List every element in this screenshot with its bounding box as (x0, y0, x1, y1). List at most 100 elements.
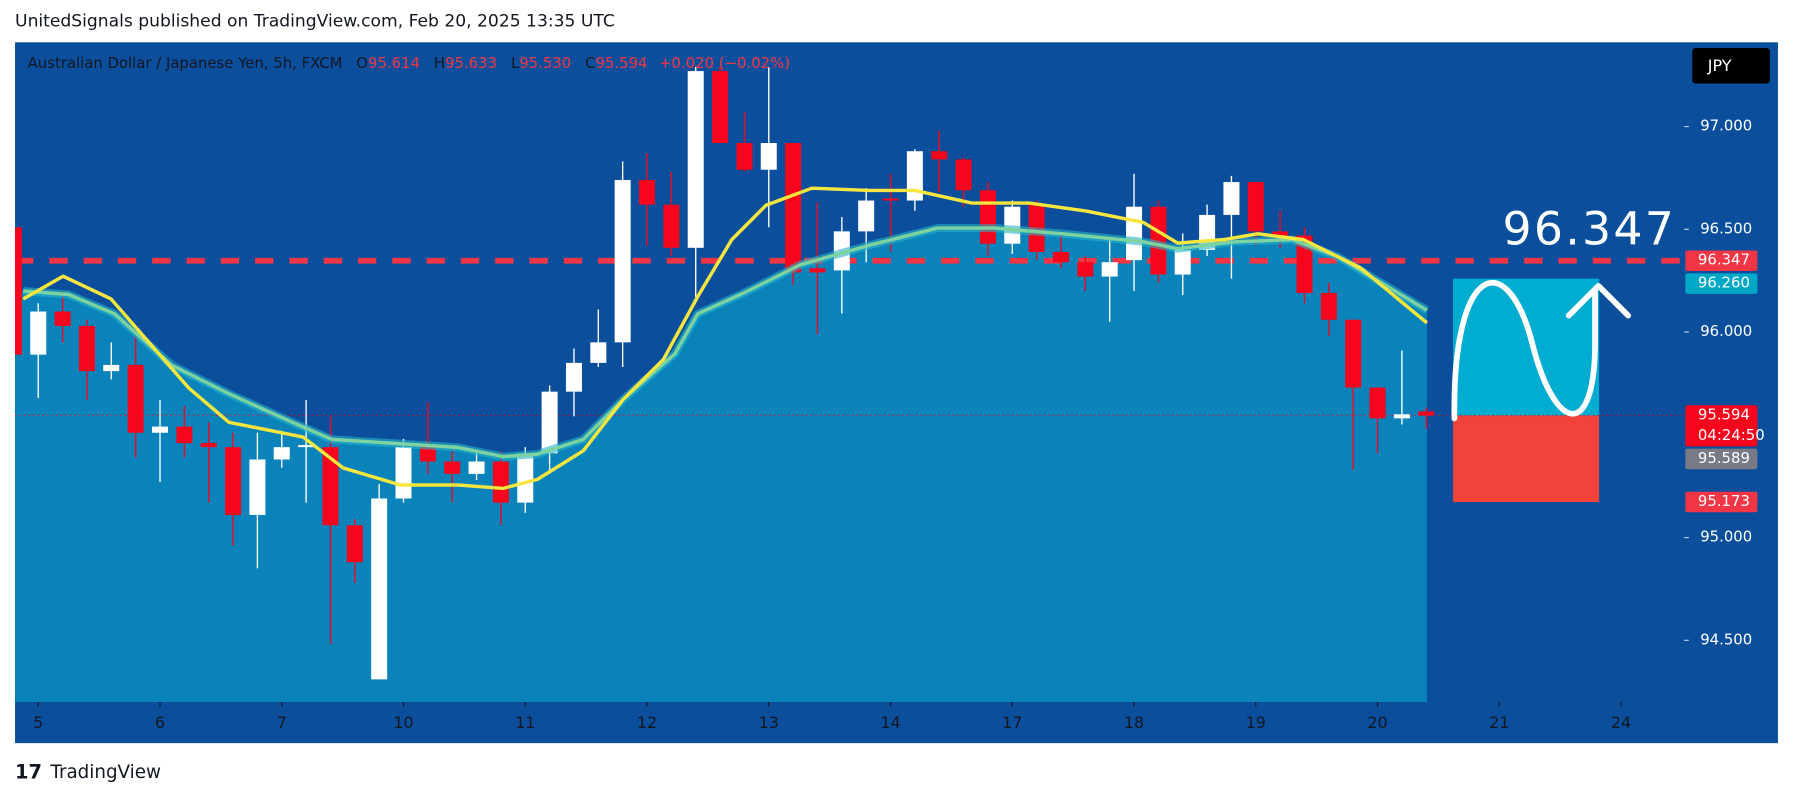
target-zone (1453, 278, 1600, 416)
x-tick-label: 5 (33, 713, 43, 732)
candle-body (541, 391, 558, 454)
candle-body (590, 342, 607, 363)
candle-body (419, 447, 436, 462)
candle-body (906, 151, 923, 201)
candle-body (1077, 262, 1094, 277)
x-tick-label: 21 (1489, 713, 1509, 732)
candle-body (151, 426, 169, 433)
ohlc-value: 95.633 (445, 54, 497, 72)
x-tick-label: 18 (1124, 713, 1144, 732)
x-tick-label: 11 (515, 713, 535, 732)
ema-line (23, 226, 1428, 459)
candle-body (127, 364, 144, 433)
footer-logo: 17 (15, 760, 42, 783)
candle-body (273, 447, 290, 460)
forecast-arrow (1451, 280, 1598, 422)
candle-body (1345, 319, 1362, 388)
footer-brand: TradingView (49, 762, 161, 783)
ohlc-value: 95.530 (519, 54, 571, 72)
price-label-box (1685, 448, 1758, 470)
candle-body (882, 198, 899, 201)
publisher-line: UnitedSignals published on TradingView.c… (15, 12, 615, 32)
x-tick-label: 14 (880, 713, 900, 732)
logo-mark: 17 (15, 760, 42, 783)
candle-body (955, 159, 972, 191)
stop-zone (1453, 415, 1600, 503)
candle-body (1247, 182, 1264, 232)
candle-body (979, 190, 996, 244)
countdown: 04:24:50 (1698, 426, 1765, 444)
candle-body (54, 311, 71, 326)
candle-body (736, 142, 753, 170)
ohlc-value: 95.594 (595, 54, 647, 72)
candle-body (298, 445, 315, 448)
candle-body (1150, 206, 1167, 275)
candle-body (517, 453, 534, 503)
candle-body (565, 362, 582, 392)
candle-body (322, 447, 339, 526)
ema-line (22, 186, 1429, 491)
price-label: 95.594 (1698, 405, 1750, 423)
price-label: 96.347 (1698, 251, 1750, 269)
arrow-head (1565, 282, 1632, 319)
candle-body (492, 461, 509, 503)
candle-body (371, 498, 388, 680)
candle-body (15, 227, 22, 355)
ohlc-key: O (356, 54, 368, 72)
candle-body (1004, 206, 1021, 244)
candle-body (1174, 249, 1191, 275)
currency-button[interactable] (1692, 48, 1770, 84)
candle-body (176, 426, 193, 444)
candle-body (225, 447, 242, 515)
candle-body (1223, 182, 1240, 215)
candle-body (200, 443, 217, 448)
currency-label: JPY (1707, 56, 1732, 75)
candle-body (1418, 411, 1435, 416)
x-tick-label: 7 (277, 713, 287, 732)
candle-body (785, 142, 802, 273)
legend-line: Australian Dollar / Japanese Yen, 5h, FX… (28, 54, 790, 72)
candle-body (809, 268, 826, 273)
candle-body (1052, 251, 1069, 263)
y-tick-label: 97.000 (1700, 117, 1752, 135)
symbol: Australian Dollar / Japanese Yen, 5h, FX… (28, 54, 343, 72)
price-label-box (1685, 250, 1758, 272)
candle-body (1320, 293, 1337, 320)
candle-body (249, 459, 266, 515)
candle-body (1126, 206, 1143, 261)
candle-body (1369, 387, 1386, 419)
candle-body (444, 461, 461, 474)
candle-body (1272, 231, 1289, 236)
price-label: 96.260 (1698, 274, 1750, 292)
candle-body (78, 325, 95, 372)
price-label-box (1685, 491, 1758, 513)
price-label: 95.589 (1698, 449, 1750, 467)
y-tick-label: 96.500 (1700, 219, 1752, 237)
x-tick-label: 6 (155, 713, 165, 732)
overlay: 97.000 96.500 96.000 95.000 94.500 5 6 7 10 11 12 1… (33, 117, 1765, 733)
ohlc-value: 95.614 (368, 54, 420, 72)
candle-body (712, 71, 729, 143)
candle-body (30, 311, 47, 355)
y-tick-label: 96.000 (1700, 322, 1752, 340)
candle-body (103, 364, 120, 372)
ema-area (15, 228, 1427, 702)
plot-area (15, 66, 1685, 702)
price-label-box (1685, 405, 1758, 447)
candle-body (687, 71, 704, 248)
candle-body (931, 151, 948, 160)
candle-body (346, 525, 363, 563)
y-tick-label: 94.500 (1700, 630, 1752, 648)
ohlc-key: L (511, 54, 520, 72)
annotation: 96.347 (1502, 203, 1676, 256)
candle-body (1101, 262, 1118, 277)
x-tick-label: 24 (1611, 713, 1631, 732)
price-label-box (1685, 273, 1758, 294)
candle-body (760, 142, 777, 170)
candle-body (468, 461, 485, 474)
candle-body (614, 179, 631, 343)
ohlc-key: C (585, 54, 595, 72)
x-tick-label: 10 (393, 713, 413, 732)
price-label: 95.173 (1698, 492, 1750, 510)
